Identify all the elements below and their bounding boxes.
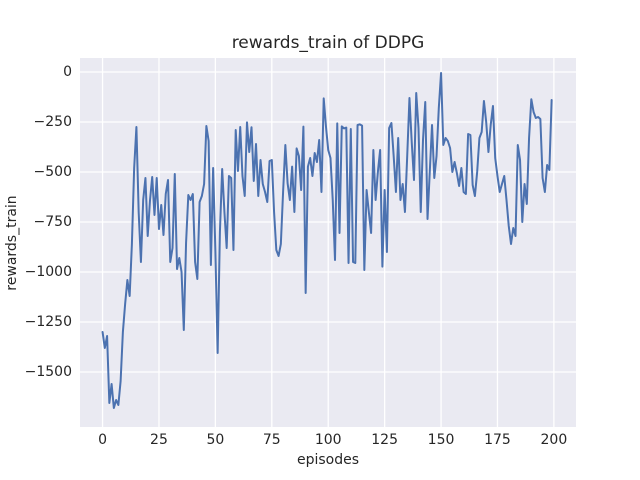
plot-area: [80, 58, 576, 427]
y-tick-label: −500: [33, 163, 72, 180]
x-tick-label: 175: [484, 432, 511, 448]
x-tick-label: 50: [206, 432, 225, 448]
x-axis-label: episodes: [296, 452, 360, 468]
series-line-rewards_train: [101, 72, 553, 409]
line-chart-canvas: [80, 58, 576, 427]
y-tick-label: −1250: [24, 313, 72, 330]
y-tick-label: −250: [33, 113, 72, 130]
y-tick-label: 0: [63, 63, 72, 80]
x-tick-label: 150: [427, 432, 455, 448]
x-tick-label: 25: [150, 432, 168, 448]
y-tick-label: −750: [33, 213, 72, 230]
y-tick-label: −1000: [24, 263, 72, 280]
y-tick-label: −1500: [24, 363, 72, 380]
x-tick-label: 0: [98, 432, 108, 448]
x-tick-label: 125: [371, 432, 398, 448]
x-tick-label: 75: [262, 432, 281, 448]
x-tick-label: 100: [314, 432, 342, 448]
y-axis-label: rewards_train: [4, 195, 20, 291]
chart-title: rewards_train of DDPG: [231, 33, 425, 53]
x-tick-label: 200: [540, 432, 568, 448]
